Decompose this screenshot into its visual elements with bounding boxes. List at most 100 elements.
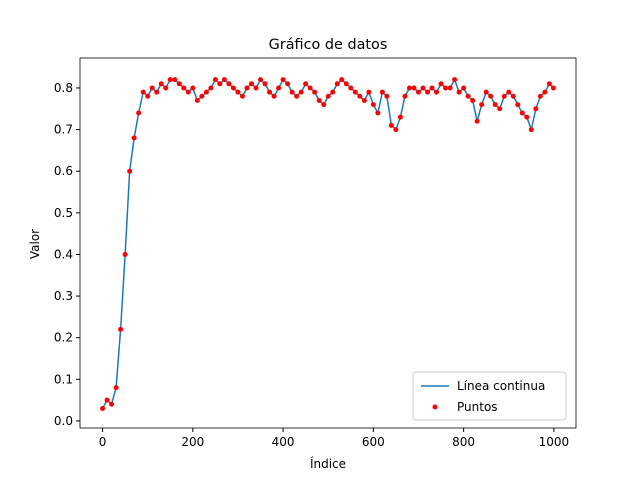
data-point bbox=[406, 85, 412, 91]
data-point bbox=[330, 89, 336, 95]
data-point bbox=[262, 81, 268, 87]
data-point bbox=[303, 81, 309, 87]
data-point bbox=[542, 89, 548, 95]
data-point bbox=[289, 89, 295, 95]
data-point bbox=[199, 93, 205, 99]
data-point bbox=[411, 85, 417, 91]
data-point bbox=[244, 85, 250, 91]
data-point bbox=[425, 89, 431, 95]
x-tick-label: 400 bbox=[272, 435, 295, 449]
data-point bbox=[321, 102, 327, 108]
data-point bbox=[348, 85, 354, 91]
data-point bbox=[375, 110, 381, 116]
data-point bbox=[294, 93, 300, 99]
data-point bbox=[506, 89, 512, 95]
x-tick-label: 0 bbox=[99, 435, 107, 449]
y-tick-label: 0.7 bbox=[54, 123, 73, 137]
x-tick-label: 200 bbox=[181, 435, 204, 449]
data-point bbox=[402, 93, 408, 99]
data-point bbox=[343, 81, 349, 87]
data-point bbox=[519, 110, 525, 116]
data-point bbox=[276, 85, 282, 91]
data-point bbox=[420, 85, 426, 91]
data-point bbox=[443, 85, 449, 91]
data-point bbox=[474, 118, 480, 124]
data-point bbox=[388, 122, 394, 128]
data-point bbox=[470, 97, 476, 103]
data-point bbox=[176, 81, 182, 87]
data-point bbox=[339, 77, 345, 83]
data-point bbox=[230, 85, 236, 91]
data-point bbox=[465, 93, 471, 99]
data-point bbox=[154, 89, 160, 95]
x-tick-label: 1000 bbox=[539, 435, 570, 449]
data-point bbox=[366, 89, 372, 95]
data-point bbox=[550, 85, 556, 91]
data-point bbox=[488, 93, 494, 99]
data-point bbox=[307, 85, 313, 91]
x-tick-label: 600 bbox=[362, 435, 385, 449]
data-point bbox=[483, 89, 489, 95]
data-point bbox=[100, 405, 106, 411]
y-tick-label: 0.0 bbox=[54, 414, 73, 428]
data-point bbox=[528, 127, 534, 133]
data-point bbox=[280, 77, 286, 83]
data-point bbox=[131, 135, 137, 141]
data-point bbox=[352, 89, 358, 95]
data-point bbox=[384, 93, 390, 99]
data-point bbox=[140, 89, 146, 95]
y-tick-label: 0.5 bbox=[54, 206, 73, 220]
data-line bbox=[101, 77, 554, 409]
data-point bbox=[181, 85, 187, 91]
y-tick-label: 0.8 bbox=[54, 81, 73, 95]
data-point bbox=[479, 102, 485, 108]
data-point bbox=[163, 85, 169, 91]
chart-title: Gráfico de datos bbox=[269, 37, 388, 53]
data-point bbox=[149, 85, 155, 91]
data-point bbox=[285, 81, 291, 87]
data-point bbox=[113, 385, 119, 391]
data-point bbox=[316, 97, 322, 103]
y-tick-label: 0.6 bbox=[54, 164, 73, 178]
data-point bbox=[208, 85, 214, 91]
data-point bbox=[524, 114, 530, 120]
data-point bbox=[334, 81, 340, 87]
data-point bbox=[136, 110, 142, 116]
data-point bbox=[501, 93, 507, 99]
data-point bbox=[167, 77, 173, 83]
data-point bbox=[217, 81, 223, 87]
data-point bbox=[533, 106, 539, 112]
data-point bbox=[370, 102, 376, 108]
data-point bbox=[515, 102, 521, 108]
data-point bbox=[109, 401, 115, 407]
data-point bbox=[122, 251, 128, 257]
data-point bbox=[397, 114, 403, 120]
legend-label: Línea continua bbox=[457, 379, 545, 393]
data-point bbox=[194, 97, 200, 103]
data-point bbox=[145, 93, 151, 99]
data-point bbox=[221, 77, 227, 83]
data-point bbox=[461, 85, 467, 91]
data-point bbox=[537, 93, 543, 99]
data-point bbox=[312, 89, 318, 95]
data-point bbox=[379, 89, 385, 95]
legend-dot bbox=[432, 404, 438, 410]
data-point bbox=[497, 106, 503, 112]
data-point bbox=[438, 81, 444, 87]
data-point bbox=[447, 85, 453, 91]
data-point bbox=[118, 326, 124, 332]
y-tick-label: 0.2 bbox=[54, 331, 73, 345]
legend-box bbox=[412, 371, 567, 421]
data-point bbox=[492, 102, 498, 108]
data-point bbox=[298, 89, 304, 95]
y-tick-label: 0.4 bbox=[54, 247, 73, 261]
data-point bbox=[127, 168, 133, 174]
data-point bbox=[203, 89, 209, 95]
data-point bbox=[510, 93, 516, 99]
data-point bbox=[434, 89, 440, 95]
legend-label: Puntos bbox=[457, 400, 498, 414]
data-point bbox=[104, 397, 110, 403]
data-point bbox=[249, 81, 255, 87]
data-point bbox=[235, 89, 241, 95]
